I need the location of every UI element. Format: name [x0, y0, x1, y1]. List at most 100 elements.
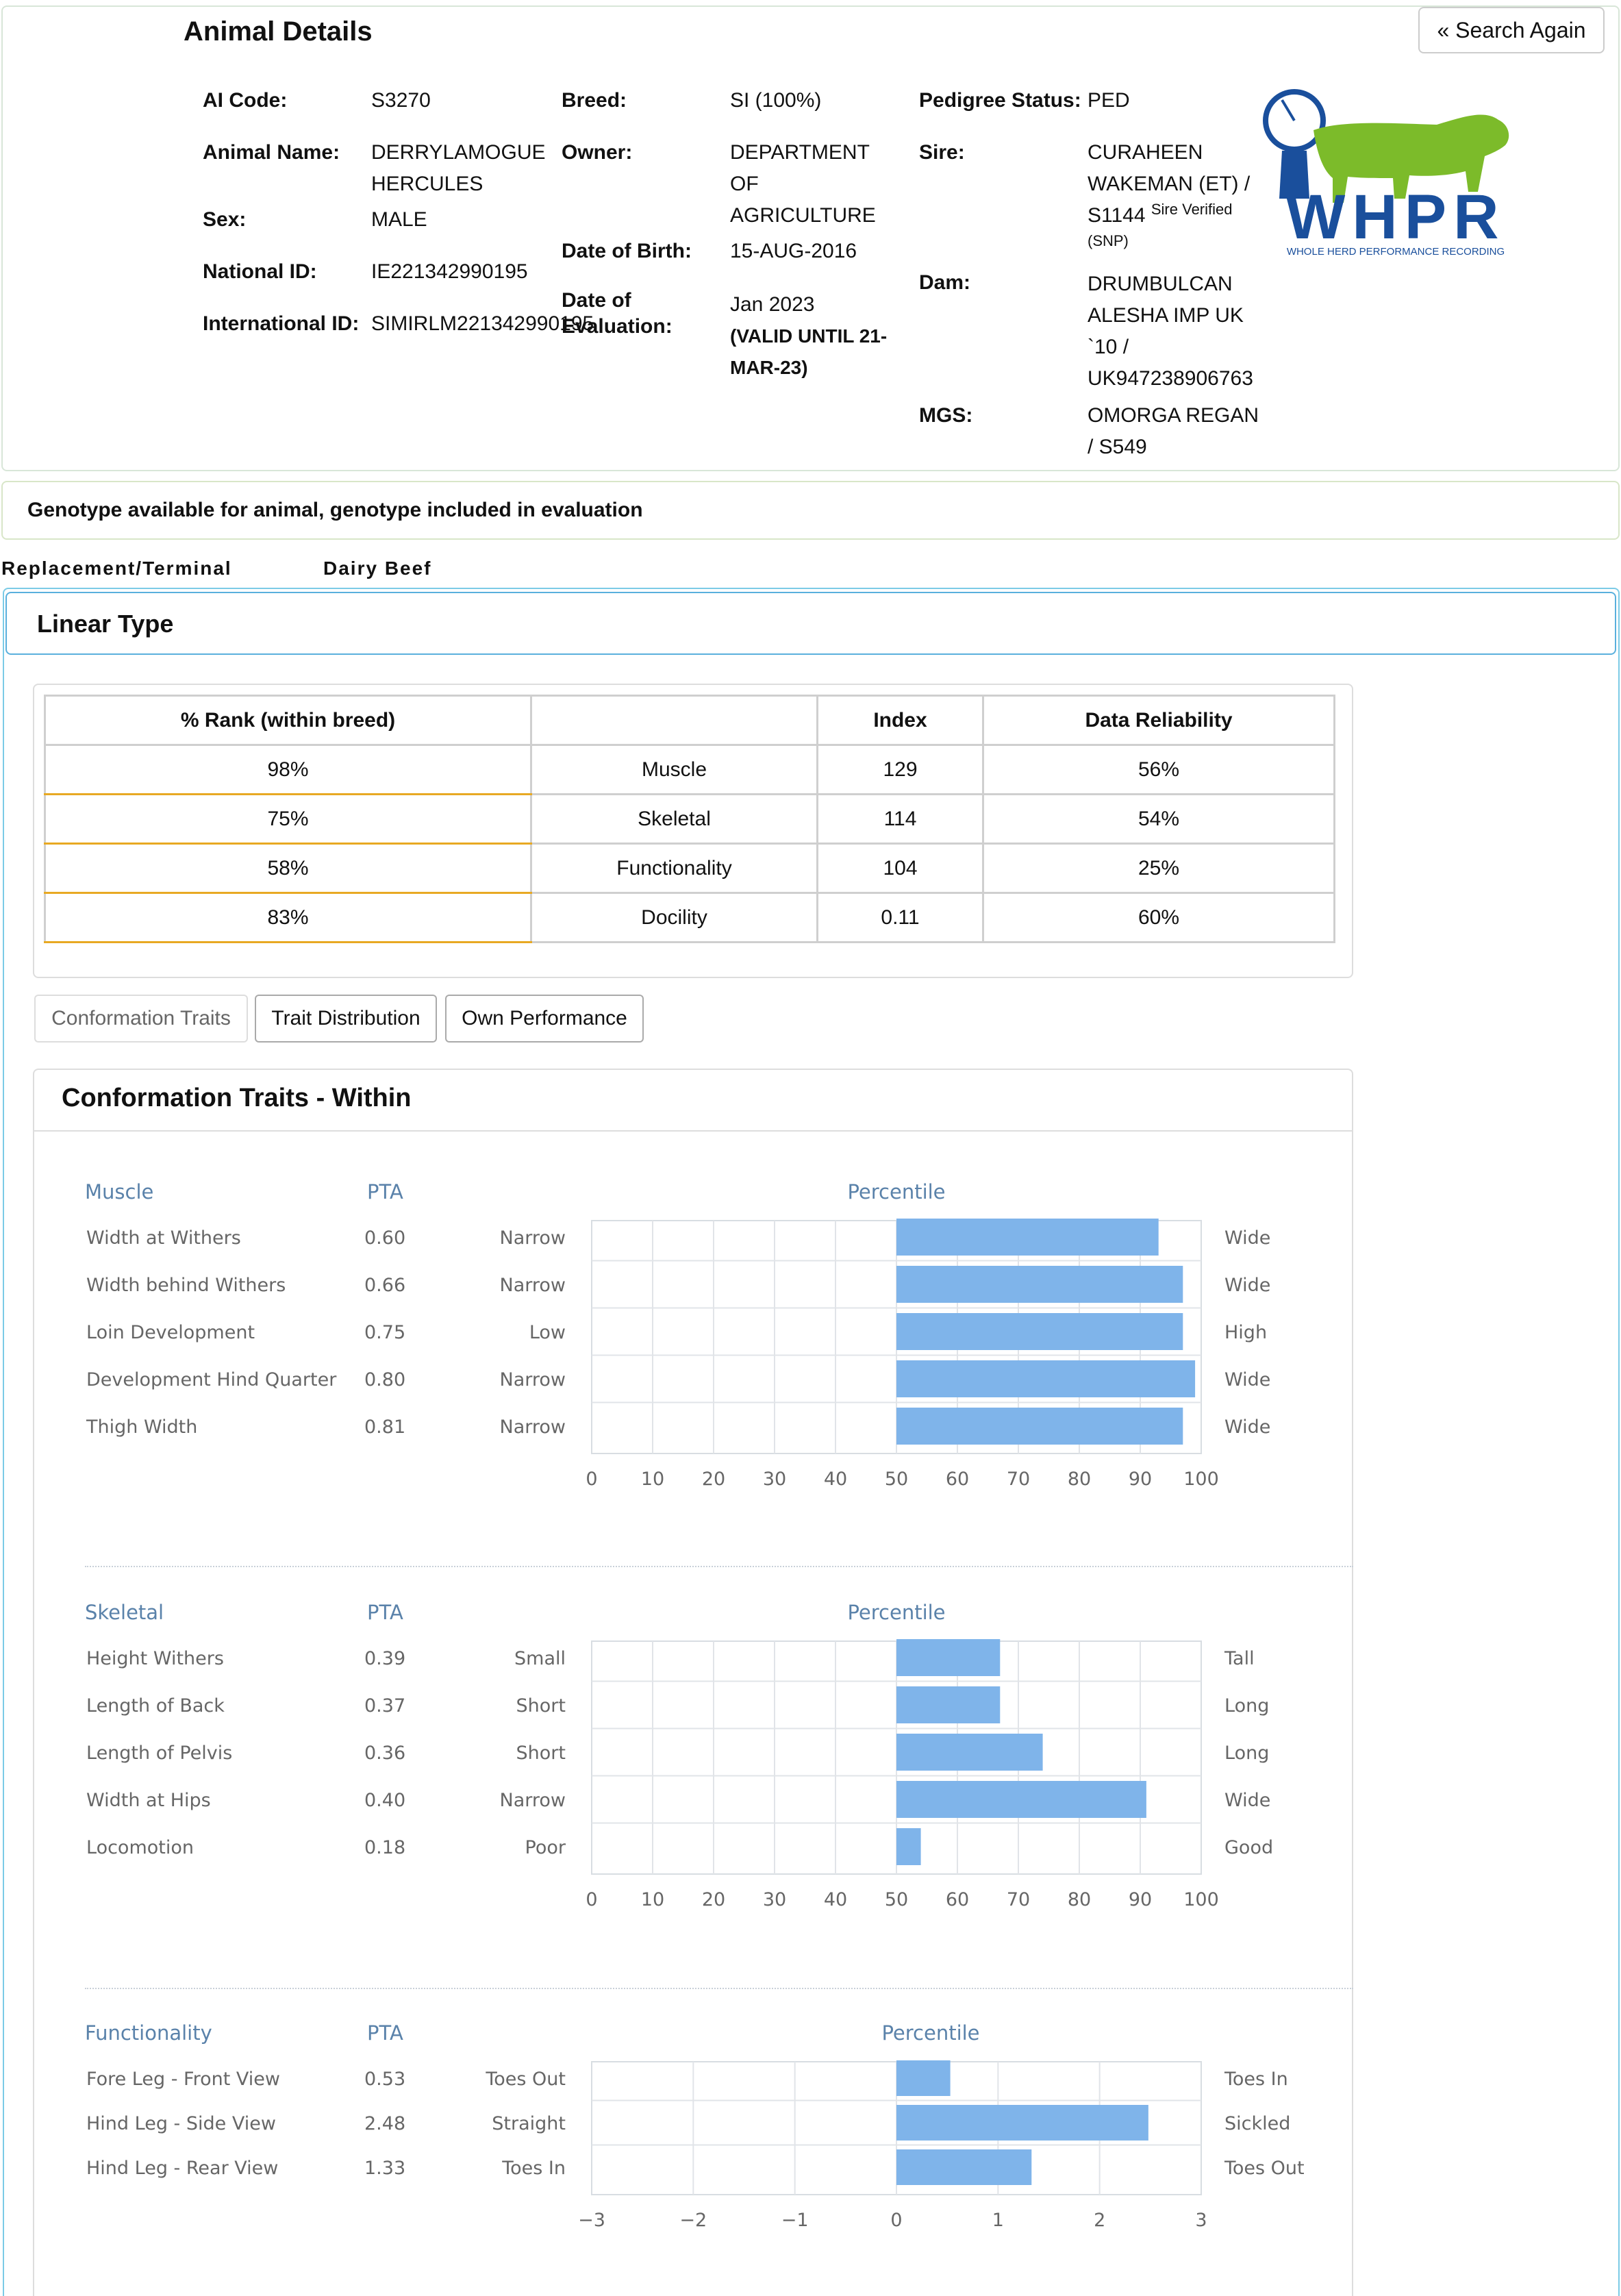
- dam-line-4: UK947238906763: [1088, 367, 1253, 390]
- axis-tick-label: 40: [824, 1889, 847, 1910]
- axis-tick-label: 90: [1129, 1469, 1152, 1490]
- axis-tick-label: 10: [641, 1889, 664, 1910]
- mgs-label: MGS:: [919, 404, 973, 427]
- pedigree-status-value: PED: [1088, 89, 1130, 112]
- trait-low-label: Narrow: [500, 1369, 566, 1390]
- trait-name: Width behind Withers: [86, 1275, 286, 1296]
- evaluation-valid-line-1: (VALID UNTIL 21-: [730, 325, 888, 347]
- trait-pta: 0.60: [364, 1227, 405, 1249]
- nav-replacement-terminal[interactable]: Replacement/Terminal: [1, 558, 232, 579]
- trait-low-label: Short: [516, 1743, 566, 1764]
- rank-table: % Rank (within breed) Index Data Reliabi…: [44, 695, 1335, 943]
- owner-line-2: OF: [730, 173, 759, 195]
- axis-tick-label: 0: [890, 2210, 902, 2231]
- percentile-heading: Percentile: [847, 1180, 945, 1203]
- national-id-label: National ID:: [203, 260, 317, 283]
- trait-pta: 0.80: [364, 1369, 405, 1390]
- conformation-traits-title: Conformation Traits - Within: [62, 1084, 412, 1112]
- rank-cell: 58%: [44, 843, 532, 894]
- trait-low-label: Short: [516, 1695, 566, 1717]
- trait-bar: [896, 2060, 951, 2096]
- conformation-header-divider: [33, 1130, 1353, 1132]
- pedigree-status-label: Pedigree Status:: [919, 89, 1081, 112]
- sire-label: Sire:: [919, 141, 965, 164]
- conformation-traits-panel: [33, 1069, 1353, 2296]
- index-cell: 114: [816, 793, 984, 845]
- axis-tick-label: 40: [824, 1469, 847, 1490]
- percentile-heading: Percentile: [881, 2021, 979, 2045]
- trait-low-label: Toes Out: [485, 2069, 566, 2090]
- mgs-value: OMORGA REGAN / S549: [1088, 400, 1259, 463]
- trait-cell: Skeletal: [530, 793, 818, 845]
- linear-type-header[interactable]: Linear Type: [5, 592, 1616, 655]
- sire-code: S1144: [1088, 204, 1146, 227]
- trait-bar: [896, 1313, 1183, 1350]
- section-divider: [85, 1988, 1353, 1989]
- trait-low-label: Narrow: [500, 1790, 566, 1811]
- rank-header: % Rank (within breed): [44, 695, 532, 746]
- section-heading: Functionality: [85, 2021, 212, 2045]
- reliability-cell: 56%: [982, 744, 1335, 795]
- axis-tick-label: 30: [763, 1469, 786, 1490]
- trait-name: Development Hind Quarter: [86, 1369, 337, 1390]
- index-cell: 104: [816, 843, 984, 894]
- sex-value: MALE: [371, 208, 427, 231]
- trait-pta: 0.53: [364, 2069, 405, 2090]
- muscle-chart: Muscle PTA Percentile Width at Withers 0.60 N…: [85, 1180, 1270, 1490]
- trait-pta: 0.81: [364, 1417, 405, 1438]
- axis-tick-label: 30: [763, 1889, 786, 1910]
- axis-tick-label: 50: [885, 1469, 908, 1490]
- gauge-needle: [1281, 99, 1296, 122]
- rank-table-header-row: % Rank (within breed) Index Data Reliabi…: [44, 695, 1335, 746]
- trait-high-label: Good: [1224, 1837, 1273, 1858]
- logo-tagline: WHOLE HERD PERFORMANCE RECORDING: [1287, 246, 1505, 258]
- trait-high-label: Toes Out: [1224, 2158, 1305, 2179]
- trait-name: Thigh Width: [86, 1417, 197, 1438]
- dam-line-2: ALESHA IMP UK: [1088, 304, 1244, 327]
- evaluation-date-value: Jan 2023 (VALID UNTIL 21- MAR-23): [730, 289, 887, 384]
- trait-high-label: Wide: [1224, 1369, 1270, 1390]
- trait-name: Locomotion: [86, 1837, 194, 1858]
- trait-low-label: Narrow: [500, 1275, 566, 1296]
- trait-high-label: Wide: [1224, 1790, 1270, 1811]
- axis-tick-label: 0: [586, 1469, 597, 1490]
- trait-high-label: Wide: [1224, 1417, 1270, 1438]
- axis-tick-label: 60: [946, 1469, 969, 1490]
- trait-bar: [896, 2105, 1148, 2141]
- owner-line-3: AGRICULTURE: [730, 204, 876, 227]
- whpr-logo: WHPR WHOLE HERD PERFORMANCE RECORDING: [1263, 89, 1509, 258]
- reliability-cell: 60%: [982, 892, 1335, 943]
- trait-pta: 0.66: [364, 1275, 405, 1296]
- ai-code-label: AI Code:: [203, 89, 288, 112]
- table-row: 98% Muscle 129 56%: [44, 744, 1335, 795]
- axis-tick-label: −3: [578, 2210, 605, 2231]
- trait-high-label: Toes In: [1224, 2069, 1288, 2090]
- trait-cell: Docility: [530, 892, 818, 943]
- tab-conformation-traits[interactable]: Conformation Traits: [34, 995, 248, 1043]
- trait-bar: [896, 1408, 1183, 1445]
- evaluation-label-line-2: Evaluation:: [562, 315, 673, 338]
- table-row: 58% Functionality 104 25%: [44, 843, 1335, 894]
- trait-high-label: High: [1224, 1322, 1267, 1343]
- search-again-button[interactable]: « Search Again: [1418, 7, 1605, 53]
- owner-line-1: DEPARTMENT: [730, 141, 870, 164]
- axis-tick-label: 70: [1007, 1889, 1030, 1910]
- sire-line-2: WAKEMAN (ET) /: [1088, 173, 1251, 195]
- owner-value: DEPARTMENT OF AGRICULTURE: [730, 137, 876, 232]
- table-row: 75% Skeletal 114 54%: [44, 793, 1335, 845]
- linear-type-title: Linear Type: [37, 610, 174, 638]
- trait-cell: Functionality: [530, 843, 818, 894]
- tab-trait-distribution[interactable]: Trait Distribution: [255, 995, 437, 1043]
- trait-bar: [896, 1781, 1146, 1818]
- reliability-cell: 25%: [982, 843, 1335, 894]
- tab-own-performance[interactable]: Own Performance: [445, 995, 644, 1043]
- trait-bar: [896, 1828, 921, 1865]
- trait-pta: 1.33: [364, 2158, 405, 2179]
- sire-value: CURAHEEN WAKEMAN (ET) / S1144 Sire Verif…: [1088, 137, 1250, 251]
- trait-name: Fore Leg - Front View: [86, 2069, 280, 2090]
- nav-dairy-beef[interactable]: Dairy Beef: [323, 558, 432, 579]
- trait-low-label: Narrow: [500, 1227, 566, 1249]
- trait-high-label: Long: [1224, 1743, 1269, 1764]
- axis-tick-label: −1: [781, 2210, 809, 2231]
- trait-bar: [896, 1639, 1001, 1676]
